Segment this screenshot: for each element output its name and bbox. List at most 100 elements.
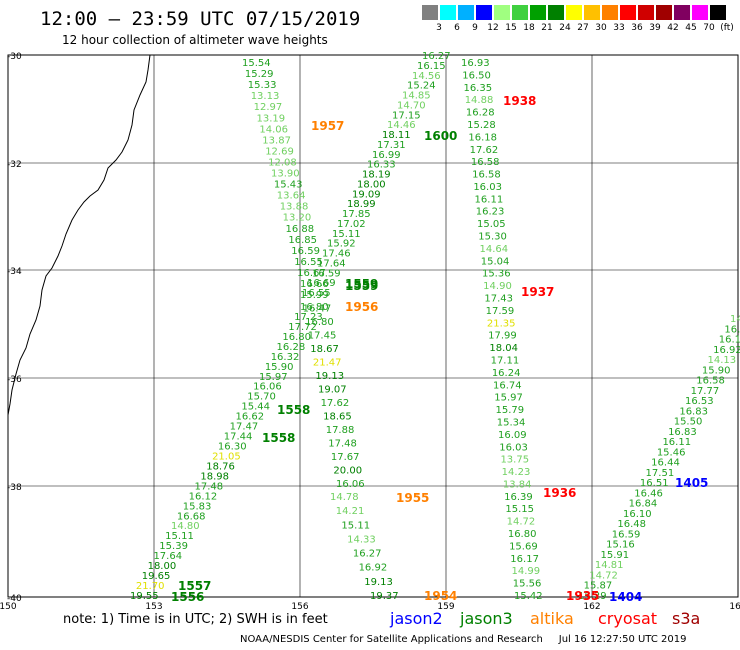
pass-time-label: 1956 bbox=[345, 300, 378, 314]
swh-value: 17.59 bbox=[486, 306, 515, 317]
pass-time-label: 1600 bbox=[424, 129, 457, 143]
swh-value: 13.84 bbox=[503, 479, 532, 490]
swh-value: 16.80 bbox=[305, 317, 334, 328]
pass-time-label: 1955 bbox=[396, 491, 429, 505]
sat-legend-altika: altika bbox=[530, 609, 574, 628]
swh-value: 15.56 bbox=[513, 579, 542, 590]
page-title: 12:00 – 23:59 UTC 07/15/2019 bbox=[40, 8, 361, 30]
color-swatch bbox=[512, 5, 529, 20]
sat-legend-s3a: s3a bbox=[672, 609, 701, 628]
lat-label: -32 bbox=[7, 160, 22, 170]
swh-value: 16.10 bbox=[623, 509, 652, 520]
swh-value: 14.80 bbox=[171, 521, 200, 532]
swh-value: 19.13 bbox=[364, 577, 393, 588]
swh-value: 21.47 bbox=[313, 358, 342, 369]
swh-value: 16.15 bbox=[417, 61, 446, 72]
swh-value: 16.58 bbox=[471, 157, 500, 168]
lon-label: 150 bbox=[0, 602, 17, 612]
swh-value: 15.36 bbox=[482, 269, 511, 280]
pass-time-label: 1559 bbox=[345, 277, 378, 291]
swh-value: 18.67 bbox=[310, 344, 339, 355]
color-tick-label: 39 bbox=[649, 23, 661, 33]
color-swatch bbox=[638, 5, 655, 20]
swh-value: 15.90 bbox=[702, 365, 731, 376]
color-swatch bbox=[620, 5, 637, 20]
swh-value: 16.88 bbox=[286, 224, 315, 235]
sat-legend-jason2: jason2 bbox=[390, 609, 443, 628]
swh-value: 15.11 bbox=[165, 531, 194, 542]
swh-value: 16.48 bbox=[617, 519, 646, 530]
swh-value: 16.66 bbox=[300, 279, 329, 290]
swh-value: 16.51 bbox=[640, 478, 669, 489]
swh-value: 17.67 bbox=[331, 452, 360, 463]
swh-value: 19.37 bbox=[370, 591, 399, 602]
color-swatch bbox=[530, 5, 547, 20]
swh-value: 16.12 bbox=[189, 491, 218, 502]
swh-value: 16.24 bbox=[492, 368, 521, 379]
swh-value: 16.83 bbox=[668, 427, 697, 438]
swh-value: 15.33 bbox=[248, 80, 277, 91]
color-swatch bbox=[548, 5, 565, 20]
swh-value: 14.23 bbox=[502, 467, 531, 478]
color-tick-label: 30 bbox=[595, 23, 607, 33]
swh-value: 20.00 bbox=[333, 466, 362, 477]
swh-value: 16.80 bbox=[282, 332, 311, 343]
swh-value: 21.70 bbox=[136, 581, 165, 592]
swh-value: 15.69 bbox=[509, 541, 538, 552]
swh-value: 16.06 bbox=[253, 382, 282, 393]
lon-label: 162 bbox=[583, 602, 600, 612]
color-swatch bbox=[602, 5, 619, 20]
swh-value: 16.58 bbox=[472, 170, 501, 181]
swh-value: 16.28 bbox=[466, 108, 495, 119]
swh-value: 15.97 bbox=[494, 393, 523, 404]
color-tick-label: 6 bbox=[454, 23, 460, 33]
swh-value: 15.16 bbox=[606, 540, 635, 551]
swh-value: 16.80 bbox=[300, 302, 329, 313]
swh-value: 15.04 bbox=[481, 256, 510, 267]
swh-value: 15.44 bbox=[241, 402, 270, 413]
swh-value: 17.72 bbox=[288, 322, 317, 333]
color-tick-label: 21 bbox=[541, 23, 553, 33]
pass-time-label: 1954 bbox=[424, 589, 457, 603]
swh-value: 15.11 bbox=[341, 520, 370, 531]
swh-value: 21.35 bbox=[487, 318, 516, 329]
swh-value: 16.32 bbox=[271, 352, 300, 363]
swh-value: 15.91 bbox=[601, 550, 630, 561]
swh-value: 16.55 bbox=[294, 257, 323, 268]
swh-value: 15.30 bbox=[478, 232, 507, 243]
swh-value: 18.00 bbox=[357, 179, 386, 190]
sat-legend-jason3: jason3 bbox=[460, 609, 513, 628]
pass-time-label: 1937 bbox=[521, 285, 554, 299]
swh-value: 15.92 bbox=[327, 239, 356, 250]
swh-value: 14.81 bbox=[595, 560, 624, 571]
swh-value: 15.83 bbox=[183, 501, 212, 512]
swh-value: 17.15 bbox=[392, 110, 421, 121]
swh-value: 15.54 bbox=[242, 58, 271, 69]
swh-value: 16.59 bbox=[612, 529, 641, 540]
swh-value: 14.21 bbox=[336, 506, 365, 517]
swh-value: 18.65 bbox=[323, 412, 352, 423]
color-swatch bbox=[674, 5, 691, 20]
lon-label: 156 bbox=[291, 602, 308, 612]
pass-time-label: 1404 bbox=[609, 590, 642, 604]
swh-value: 16.06 bbox=[336, 479, 365, 490]
swh-value: 18.00 bbox=[148, 561, 177, 572]
pass-time-label: 1405 bbox=[675, 476, 708, 490]
swh-value: 16.47 bbox=[303, 304, 332, 315]
coastline bbox=[7, 54, 151, 416]
swh-value: 15.11 bbox=[332, 229, 361, 240]
pass-time-label: 1558 bbox=[277, 403, 310, 417]
pass-time-label: 1957 bbox=[311, 119, 344, 133]
swh-value: 16.93 bbox=[461, 58, 490, 69]
swh-value: 17.47 bbox=[230, 422, 259, 433]
swh-value: 19.13 bbox=[315, 371, 344, 382]
color-swatch bbox=[584, 5, 601, 20]
color-swatch bbox=[656, 5, 673, 20]
swh-value: 16.14 bbox=[719, 335, 740, 346]
lat-label: -38 bbox=[7, 483, 22, 493]
swh-value: 13.75 bbox=[500, 455, 529, 466]
color-swatch bbox=[494, 5, 511, 20]
color-tick-label: 12 bbox=[487, 23, 499, 33]
swh-value: 17.48 bbox=[194, 481, 223, 492]
swh-value: 14.15 bbox=[730, 314, 740, 325]
